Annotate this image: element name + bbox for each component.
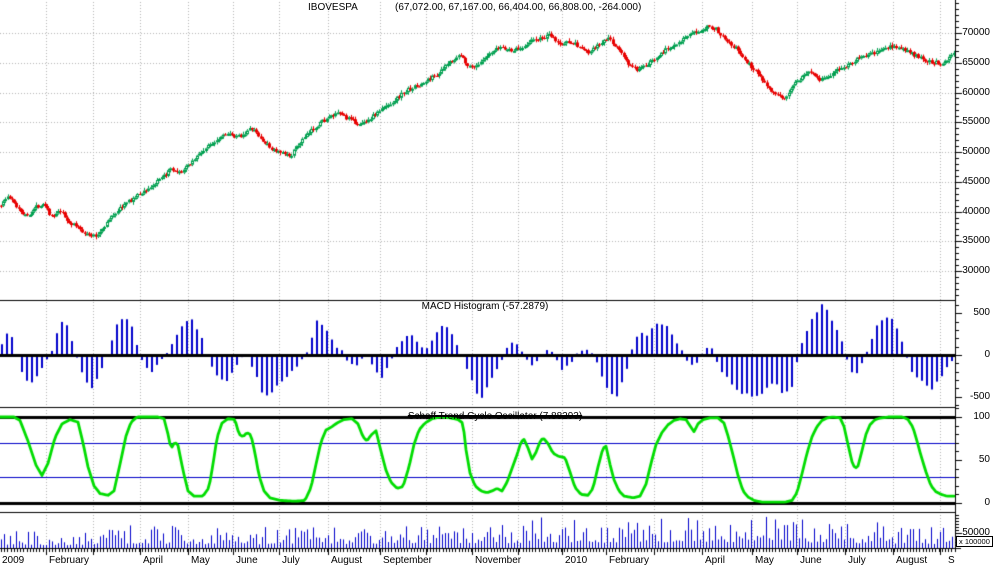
price-axis-tick-label: 55000 <box>962 116 990 127</box>
volume-axis-tick-label: 50000 <box>962 527 990 538</box>
x-axis-month-label: September <box>383 555 432 566</box>
x-axis-month-label: July <box>848 555 866 566</box>
stc-axis-tick-label: 0 <box>984 497 990 508</box>
stc-panel-title: Schaff Trend Cycle Oscillator (7.88293) <box>407 411 583 422</box>
x-axis-month-label: S <box>948 555 955 566</box>
x-axis-month-label: May <box>191 555 210 566</box>
price-axis-tick-label: 35000 <box>962 235 990 246</box>
x-axis-month-label: 2010 <box>565 555 588 566</box>
price-axis-tick-label: 30000 <box>962 265 990 276</box>
x-axis-month-label: November <box>475 555 522 566</box>
price-axis-tick-label: 65000 <box>962 57 990 68</box>
ohlc-readout: (67,072.00, 67,167.00, 66,404.00, 66,808… <box>395 2 642 13</box>
x-axis-month-label: August <box>896 555 928 566</box>
x-axis-month-label: April <box>143 555 164 566</box>
symbol-label: IBOVESPA <box>308 2 358 13</box>
price-axis-tick-label: 45000 <box>962 176 990 187</box>
x-axis-month-label: May <box>755 555 774 566</box>
macd-panel-title: MACD Histogram (-57.2879) <box>421 301 549 312</box>
stc-axis-tick-label: 50 <box>978 454 990 465</box>
volume-multiplier-box: x 100000 <box>956 536 993 547</box>
price-axis-tick-label: 50000 <box>962 146 990 157</box>
x-axis-month-label: June <box>800 555 822 566</box>
price-axis-tick-label: 60000 <box>962 87 990 98</box>
x-axis-month-label: 2009 <box>2 555 25 566</box>
x-axis-month-label: June <box>236 555 258 566</box>
price-axis-tick-label: 70000 <box>962 27 990 38</box>
x-axis-month-label: April <box>705 555 726 566</box>
stc-axis-tick-label: 100 <box>973 411 990 422</box>
price-axis-tick-label: 40000 <box>962 206 990 217</box>
x-axis-month-label: July <box>282 555 300 566</box>
macd-axis-tick-label: 0 <box>984 349 990 360</box>
macd-axis-tick-label: 500 <box>973 307 990 318</box>
macd-axis-tick-label: -500 <box>969 391 990 402</box>
x-axis-month-label: February <box>49 555 90 566</box>
x-axis-month-label: August <box>331 555 363 566</box>
x-axis-month-label: February <box>609 555 650 566</box>
